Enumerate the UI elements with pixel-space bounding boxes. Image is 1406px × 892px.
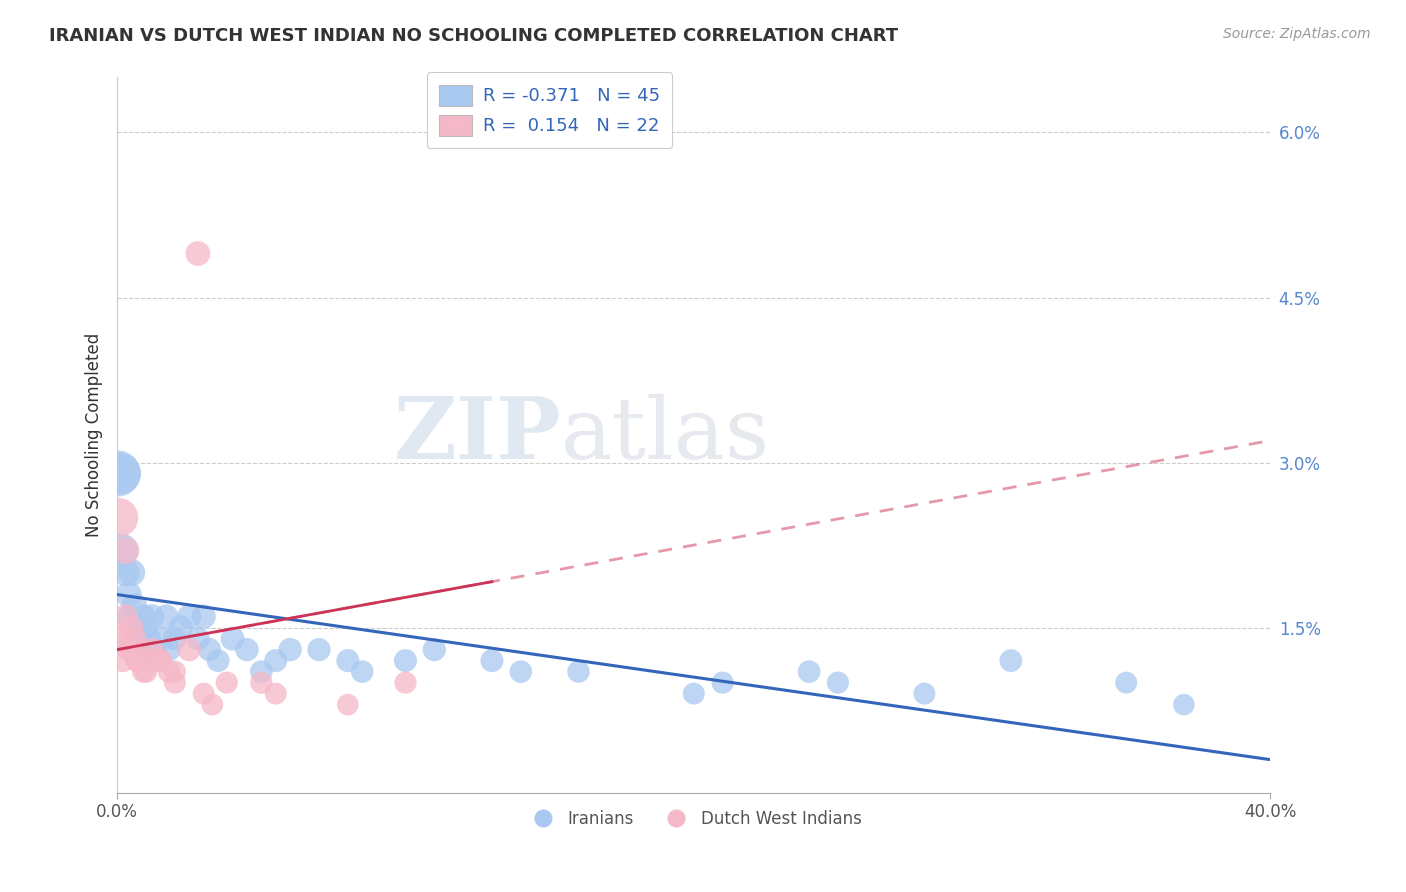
Point bbox=[179, 609, 201, 624]
Point bbox=[157, 665, 180, 679]
Point bbox=[149, 654, 172, 668]
Point bbox=[157, 642, 180, 657]
Point bbox=[132, 609, 155, 624]
Point bbox=[132, 665, 155, 679]
Point bbox=[118, 609, 141, 624]
Point bbox=[111, 654, 134, 668]
Point bbox=[108, 632, 131, 646]
Point bbox=[149, 632, 172, 646]
Point bbox=[250, 665, 273, 679]
Point bbox=[215, 675, 238, 690]
Point bbox=[115, 543, 138, 558]
Point bbox=[115, 609, 138, 624]
Point bbox=[481, 654, 503, 668]
Point bbox=[336, 698, 359, 712]
Point bbox=[352, 665, 374, 679]
Point bbox=[110, 543, 132, 558]
Point bbox=[141, 609, 163, 624]
Point bbox=[143, 642, 166, 657]
Point bbox=[135, 621, 157, 635]
Point bbox=[107, 510, 129, 524]
Point bbox=[138, 632, 160, 646]
Point bbox=[149, 654, 172, 668]
Point bbox=[124, 632, 146, 646]
Point bbox=[1000, 654, 1022, 668]
Point bbox=[201, 698, 224, 712]
Point bbox=[108, 467, 131, 481]
Point bbox=[193, 687, 215, 701]
Point bbox=[797, 665, 820, 679]
Point bbox=[336, 654, 359, 668]
Point bbox=[179, 642, 201, 657]
Point bbox=[129, 642, 152, 657]
Point bbox=[207, 654, 229, 668]
Point bbox=[163, 632, 186, 646]
Point bbox=[198, 642, 221, 657]
Point bbox=[155, 609, 177, 624]
Y-axis label: No Schooling Completed: No Schooling Completed bbox=[86, 333, 103, 537]
Point bbox=[129, 632, 152, 646]
Point bbox=[121, 621, 143, 635]
Point bbox=[163, 665, 186, 679]
Point bbox=[236, 642, 259, 657]
Point bbox=[135, 665, 157, 679]
Point bbox=[682, 687, 704, 701]
Point bbox=[394, 675, 416, 690]
Point bbox=[1115, 675, 1137, 690]
Text: Source: ZipAtlas.com: Source: ZipAtlas.com bbox=[1223, 27, 1371, 41]
Point bbox=[193, 609, 215, 624]
Point bbox=[169, 621, 191, 635]
Point bbox=[509, 665, 531, 679]
Point bbox=[141, 654, 163, 668]
Point bbox=[118, 588, 141, 602]
Point bbox=[124, 599, 146, 613]
Point bbox=[141, 642, 163, 657]
Point bbox=[115, 566, 138, 580]
Point bbox=[308, 642, 330, 657]
Text: IRANIAN VS DUTCH WEST INDIAN NO SCHOOLING COMPLETED CORRELATION CHART: IRANIAN VS DUTCH WEST INDIAN NO SCHOOLIN… bbox=[49, 27, 898, 45]
Point bbox=[394, 654, 416, 668]
Point bbox=[278, 642, 301, 657]
Point bbox=[567, 665, 589, 679]
Point bbox=[118, 642, 141, 657]
Point bbox=[121, 566, 143, 580]
Point bbox=[423, 642, 446, 657]
Legend: Iranians, Dutch West Indians: Iranians, Dutch West Indians bbox=[519, 803, 869, 834]
Point bbox=[187, 246, 209, 260]
Point bbox=[221, 632, 243, 646]
Point bbox=[127, 654, 149, 668]
Point bbox=[711, 675, 734, 690]
Point bbox=[163, 675, 186, 690]
Point bbox=[187, 632, 209, 646]
Point bbox=[264, 687, 287, 701]
Point bbox=[827, 675, 849, 690]
Text: atlas: atlas bbox=[561, 393, 770, 476]
Point bbox=[107, 467, 129, 481]
Point bbox=[127, 621, 149, 635]
Point bbox=[250, 675, 273, 690]
Point bbox=[912, 687, 935, 701]
Point bbox=[127, 654, 149, 668]
Point bbox=[1173, 698, 1195, 712]
Point bbox=[264, 654, 287, 668]
Point bbox=[110, 632, 132, 646]
Point bbox=[121, 642, 143, 657]
Text: ZIP: ZIP bbox=[394, 393, 561, 477]
